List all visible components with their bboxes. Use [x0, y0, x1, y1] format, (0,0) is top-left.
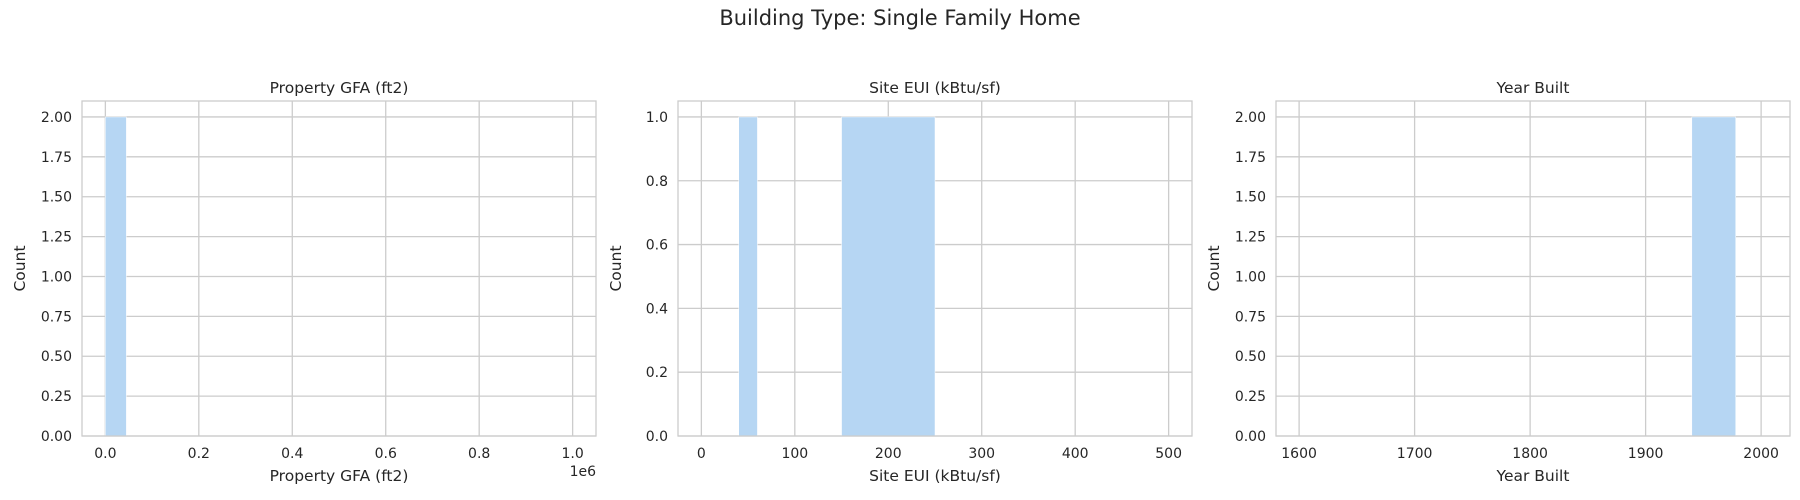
x-axis-label: Site EUI (kBtu/sf): [869, 467, 1001, 485]
x-tick-label: 1700: [1397, 446, 1433, 462]
panel-2: 0 100 200 300 400 500 0.0 0.2 0.4 0.6 0.8 1.0 Site E…: [607, 79, 1193, 485]
y-tick-label: 2.00: [1235, 110, 1266, 126]
x-tick-label: 500: [1155, 446, 1182, 462]
plot-frame: [1275, 100, 1791, 437]
y-tick-label: 1.75: [1235, 150, 1266, 166]
x-offset-label: 1e6: [570, 464, 597, 480]
histogram-bar: [841, 116, 936, 437]
x-tick-label: 0: [697, 446, 706, 462]
panel-title: Year Built: [1496, 79, 1570, 97]
x-tick-label: 0.4: [281, 446, 303, 462]
x-tick-label: 2000: [1743, 446, 1779, 462]
y-tick-label: 0.0: [646, 429, 668, 445]
plot-frame: [677, 100, 1193, 437]
x-tick-label: 1900: [1628, 446, 1664, 462]
y-tick-label: 1.0: [646, 110, 668, 126]
y-tick-label: 0.6: [646, 238, 668, 254]
y-tick-label: 1.00: [1235, 269, 1266, 285]
histogram-bar: [105, 116, 127, 437]
x-tick-label: 1600: [1281, 446, 1317, 462]
y-tick-label: 0.8: [646, 174, 668, 190]
histogram-bar: [1691, 116, 1736, 437]
y-tick-label: 0.50: [41, 349, 72, 365]
plot-frame: [81, 100, 597, 437]
x-tick-label: 0.0: [94, 446, 116, 462]
y-tick-label: 0.4: [646, 301, 668, 317]
y-axis-label: Count: [607, 245, 625, 291]
x-tick-label: 0.8: [468, 446, 490, 462]
y-tick-label: 1.50: [1235, 190, 1266, 206]
x-tick-label: 1800: [1512, 446, 1548, 462]
x-tick-label: 0.2: [188, 446, 210, 462]
y-tick-label: 1.50: [41, 190, 72, 206]
y-tick-label: 0.00: [1235, 429, 1266, 445]
y-tick-label: 1.25: [41, 230, 72, 246]
y-tick-label: 1.75: [41, 150, 72, 166]
y-tick-label: 0.75: [1235, 309, 1266, 325]
panel-3: 1600 1700 1800 1900 2000 0.00 0.25 0.50 0.75 1.00…: [1205, 79, 1791, 485]
y-tick-label: 0.25: [41, 389, 72, 405]
y-axis-label: Count: [1205, 245, 1223, 291]
y-tick-label: 0.75: [41, 309, 72, 325]
panel-1: 0.0 0.2 0.4 0.6 0.8 1.0 0.00 0.25 0.50 0.75 1.00 1.…: [11, 79, 597, 485]
x-tick-label: 0.6: [375, 446, 397, 462]
y-tick-label: 1.25: [1235, 230, 1266, 246]
x-tick-label: 300: [968, 446, 995, 462]
y-tick-label: 0.00: [41, 429, 72, 445]
y-tick-label: 0.25: [1235, 389, 1266, 405]
histogram-bar: [738, 116, 758, 437]
y-tick-label: 0.2: [646, 365, 668, 381]
x-axis-label: Property GFA (ft2): [270, 467, 409, 485]
y-tick-label: 2.00: [41, 110, 72, 126]
y-axis-label: Count: [11, 245, 29, 291]
x-tick-label: 200: [875, 446, 902, 462]
panel-title: Site EUI (kBtu/sf): [869, 79, 1001, 97]
x-axis-label: Year Built: [1496, 467, 1570, 485]
y-tick-label: 1.00: [41, 269, 72, 285]
panel-title: Property GFA (ft2): [270, 79, 409, 97]
x-tick-label: 1.0: [562, 446, 584, 462]
x-tick-label: 400: [1062, 446, 1089, 462]
x-tick-label: 100: [781, 446, 808, 462]
figure-title: Building Type: Single Family Home: [719, 6, 1081, 30]
y-tick-label: 0.50: [1235, 349, 1266, 365]
